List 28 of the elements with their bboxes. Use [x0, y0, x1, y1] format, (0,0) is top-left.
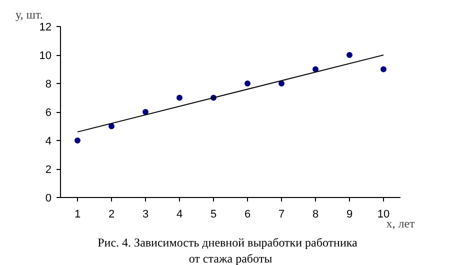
y-tick-label: 10: [39, 50, 52, 62]
point: [176, 94, 182, 101]
point: [142, 109, 148, 115]
x-tick-label: 7: [278, 208, 285, 220]
y-axis-title: у, шт.: [16, 8, 43, 22]
point: [312, 66, 318, 72]
y-tick-label: 12: [39, 22, 52, 34]
y-tick-label: 6: [45, 107, 52, 119]
x-tick-label: 4: [176, 208, 183, 220]
x-tick-label: 8: [312, 208, 319, 220]
point: [244, 80, 250, 86]
point: [380, 66, 386, 72]
point: [278, 80, 284, 86]
x-tick-label: 5: [210, 208, 217, 220]
y-tick-label: 2: [45, 164, 52, 176]
point: [108, 123, 114, 130]
x-tick-label: 6: [244, 208, 251, 220]
point: [74, 138, 80, 144]
point: [346, 52, 352, 58]
y-tick-label: 0: [45, 192, 52, 204]
y-tick-label: 8: [45, 78, 52, 90]
x-tick-label: 9: [346, 208, 353, 220]
text: от стажа работы: [188, 252, 272, 265]
y-tick-label: 4: [45, 136, 52, 148]
text: Рис. 4. Зависимость дневной выработки работника: [98, 236, 358, 250]
x-tick-label: 2: [108, 208, 115, 220]
x-tick-label: 3: [142, 208, 149, 220]
x-tick-label: 1: [74, 208, 81, 220]
